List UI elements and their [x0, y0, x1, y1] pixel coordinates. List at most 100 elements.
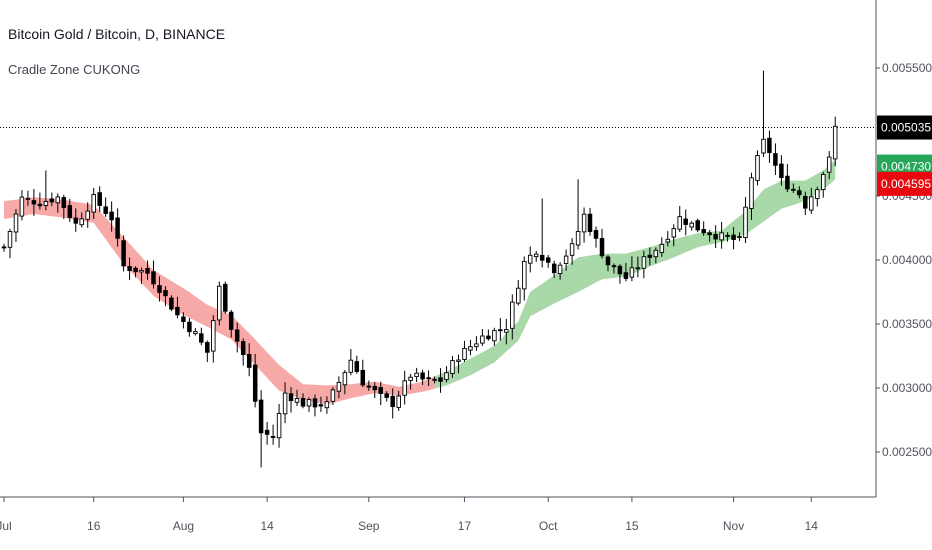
candle	[599, 228, 605, 259]
candle	[270, 424, 276, 445]
candle	[294, 389, 300, 406]
candle	[175, 296, 180, 319]
candle	[324, 396, 330, 414]
candle	[665, 230, 671, 247]
candle	[37, 192, 43, 210]
candle	[480, 329, 485, 346]
candle	[109, 201, 114, 232]
candle	[779, 155, 784, 186]
candle	[641, 250, 647, 279]
x-tick-label: Aug	[173, 519, 194, 533]
candle	[826, 151, 832, 180]
price-tag-label: 0.004730	[881, 160, 931, 174]
candle	[647, 247, 653, 266]
candle	[390, 388, 395, 419]
candle	[330, 387, 336, 405]
price-tag-red: 0.004595	[877, 171, 932, 196]
candle	[396, 390, 401, 411]
candle	[462, 340, 467, 362]
candle	[605, 255, 611, 272]
candle	[91, 188, 96, 220]
candle	[360, 359, 366, 388]
candle	[79, 212, 84, 228]
candle	[593, 226, 599, 248]
price-tag-last: 0.005035	[877, 115, 932, 140]
candle	[695, 218, 700, 233]
candle	[486, 329, 491, 341]
y-tick-label: 0.004000	[882, 253, 932, 267]
candle	[348, 349, 354, 376]
candle	[354, 355, 360, 374]
candle	[713, 225, 718, 248]
candle	[67, 198, 73, 222]
cradle-zone-bands	[4, 160, 836, 405]
candle	[450, 356, 455, 378]
price-tag-label: 0.004595	[881, 177, 931, 191]
candle	[527, 246, 533, 273]
candle	[157, 276, 162, 302]
candle	[563, 249, 569, 271]
y-tick-label: 0.003500	[882, 317, 932, 331]
candle	[402, 370, 407, 405]
candle	[635, 256, 641, 278]
candle	[73, 208, 79, 232]
candle	[187, 317, 192, 337]
candle	[414, 367, 419, 383]
candle	[246, 343, 252, 377]
candle	[228, 309, 234, 338]
candle	[551, 260, 557, 278]
candle	[240, 338, 246, 366]
candle	[145, 260, 150, 280]
y-tick-label: 0.003000	[882, 381, 932, 395]
candle	[43, 170, 49, 211]
candle	[318, 396, 324, 413]
candle	[689, 221, 694, 231]
x-tick-label: Oct	[539, 519, 558, 533]
candle	[366, 380, 372, 391]
candle	[288, 387, 294, 413]
candle	[426, 370, 431, 386]
indicator-name: Cradle Zone CUKONG	[8, 62, 141, 77]
candle	[163, 286, 168, 307]
candle	[533, 250, 539, 262]
candle	[617, 264, 623, 284]
candle	[832, 116, 838, 167]
candle	[773, 143, 778, 175]
candle	[336, 376, 342, 399]
bullish-zone-band	[434, 160, 836, 389]
candle	[127, 257, 132, 281]
candle	[791, 183, 796, 193]
candle	[61, 194, 67, 219]
candle	[516, 279, 521, 306]
candle	[539, 198, 545, 268]
candle	[276, 403, 282, 448]
candle	[659, 237, 665, 257]
candle	[193, 328, 198, 336]
candle	[492, 327, 497, 346]
symbol-title: Bitcoin Gold / Bitcoin, D, BINANCE	[8, 26, 226, 42]
candle	[1, 243, 7, 252]
y-tick-label: 0.005500	[882, 61, 932, 75]
candle	[223, 281, 228, 314]
candle	[384, 391, 389, 402]
candle	[19, 190, 25, 221]
candle	[306, 397, 312, 412]
candle	[97, 186, 102, 212]
candle	[719, 221, 724, 249]
x-tick-label: 16	[87, 519, 101, 533]
candle	[545, 255, 551, 268]
candle	[569, 238, 575, 265]
y-tick-label: 0.002500	[882, 445, 932, 459]
candle	[103, 197, 108, 217]
price-tag-label: 0.005035	[881, 121, 931, 135]
time-axis-ticks: Jul 16 Aug 14 Sep 17 Oct 15 Nov 14	[0, 497, 818, 533]
candle	[821, 171, 826, 198]
candle	[749, 172, 754, 220]
price-tags: 0.005035 0.004730 0.004595	[877, 115, 932, 196]
candle	[504, 319, 509, 345]
candle	[282, 382, 288, 424]
candle	[725, 232, 730, 242]
candle	[234, 322, 240, 353]
candle	[211, 315, 216, 363]
